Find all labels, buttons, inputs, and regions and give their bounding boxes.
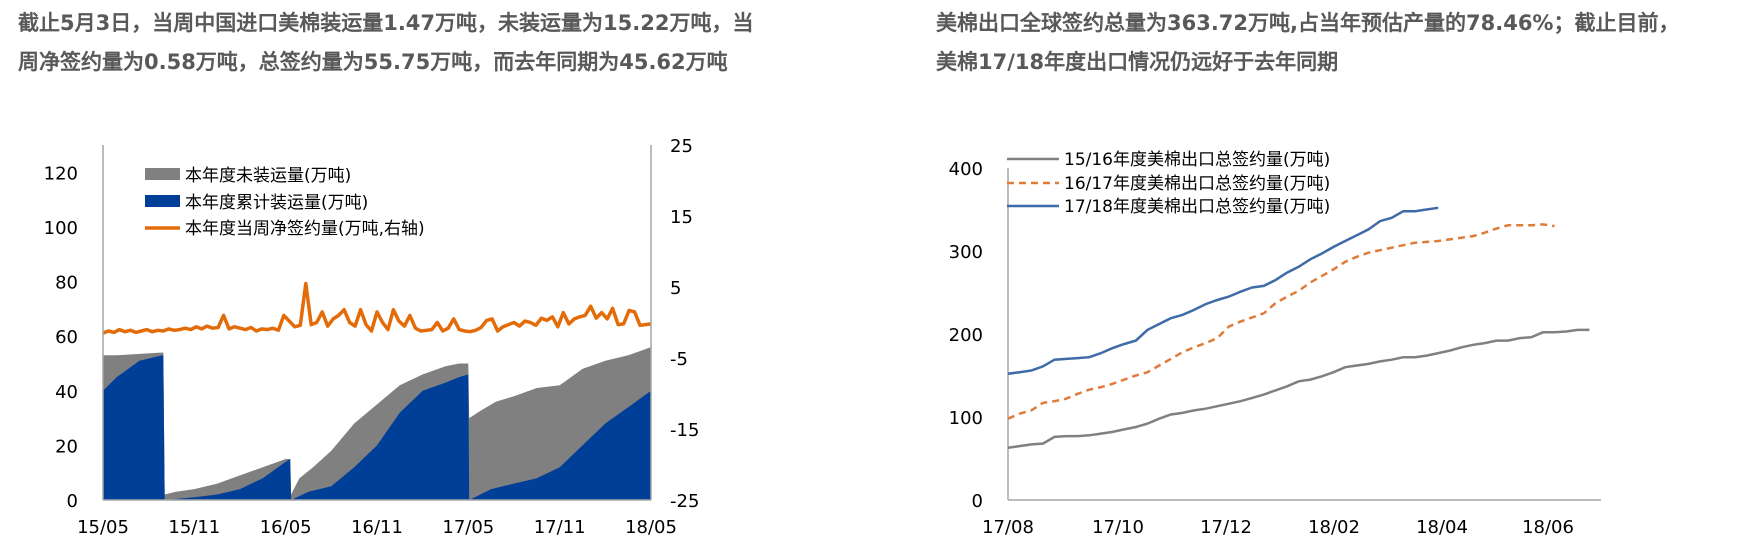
legend-label-net-sign: 本年度当周净签约量(万吨,右轴) — [185, 219, 425, 239]
left-y-tick-labels: 120 100 80 60 40 20 0 — [44, 163, 78, 512]
left-y-tick: 120 — [44, 163, 78, 184]
x-tick: 17/08 — [982, 517, 1034, 538]
y-tick: 100 — [949, 408, 983, 429]
series-1617-line — [1007, 223, 1555, 420]
legend-label-1718: 17/18年度美棉出口总签约量(万吨) — [1064, 197, 1330, 217]
legend-label-1617: 16/17年度美棉出口总签约量(万吨) — [1064, 174, 1330, 194]
x-tick: 17/12 — [1200, 517, 1252, 538]
right-y-tick: 15 — [670, 207, 693, 228]
unshipped-area — [103, 347, 651, 500]
left-headline-line2: 周净签约量为0.58万吨，总签约量为55.75万吨，而去年同期为45.62万吨 — [18, 50, 728, 74]
legend-label-unshipped: 本年度未装运量(万吨) — [185, 166, 351, 186]
y-tick: 0 — [972, 491, 983, 512]
legend-label-shipped: 本年度累计装运量(万吨) — [185, 193, 368, 213]
x-tick: 15/11 — [168, 517, 220, 538]
right-y-tick: -25 — [670, 491, 699, 512]
x-tick: 16/11 — [351, 517, 403, 538]
x-tick: 17/11 — [534, 517, 586, 538]
x-tick: 15/05 — [77, 517, 129, 538]
x-tick: 18/04 — [1416, 517, 1468, 538]
legend-swatch-unshipped — [145, 168, 180, 180]
x-tick: 18/05 — [625, 517, 677, 538]
x-tick: 18/02 — [1308, 517, 1360, 538]
right-y-tick: -5 — [670, 349, 688, 370]
right-y-tick: 5 — [670, 278, 681, 299]
legend-swatch-shipped — [145, 195, 180, 207]
x-tick-labels: 15/05 15/11 16/05 16/11 17/05 17/11 18/05 — [77, 517, 677, 538]
right-headline-line2: 美棉17/18年度出口情况仍远好于去年同期 — [936, 50, 1339, 74]
left-headline-line1: 截止5月3日，当周中国进口美棉装运量1.47万吨，未装运量为15.22万吨，当 — [18, 11, 754, 35]
left-y-tick: 100 — [44, 218, 78, 239]
right-headline: 美棉出口全球签约总量为363.72万吨,占当年预估产量的78.46%；截止目前，… — [936, 4, 1679, 82]
x-tick: 16/05 — [260, 517, 312, 538]
left-headline: 截止5月3日，当周中国进口美棉装运量1.47万吨，未装运量为15.22万吨，当 … — [18, 4, 753, 82]
series-1718-line — [1007, 206, 1439, 376]
right-headline-line1: 美棉出口全球签约总量为363.72万吨,占当年预估产量的78.46%；截止目前， — [936, 11, 1680, 35]
legend: 15/16年度美棉出口总签约量(万吨) 16/17年度美棉出口总签约量(万吨) … — [1007, 150, 1330, 217]
x-tick: 17/05 — [442, 517, 494, 538]
x-tick: 18/06 — [1522, 517, 1574, 538]
left-y-tick: 80 — [55, 273, 78, 294]
shipped-area — [103, 355, 651, 500]
left-y-tick: 40 — [55, 382, 78, 403]
x-tick: 17/10 — [1092, 517, 1144, 538]
y-tick-labels: 400 300 200 100 0 — [949, 159, 983, 512]
legend: 本年度未装运量(万吨) 本年度累计装运量(万吨) 本年度当周净签约量(万吨,右轴… — [145, 166, 425, 239]
left-y-tick: 0 — [67, 491, 78, 512]
left-y-tick: 60 — [55, 327, 78, 348]
y-tick: 400 — [949, 159, 983, 180]
right-y-tick-labels: 25 15 5 -5 -15 -25 — [670, 136, 699, 512]
legend-label-1516: 15/16年度美棉出口总签约量(万吨) — [1064, 150, 1330, 170]
left-y-tick: 20 — [55, 436, 78, 457]
y-tick: 200 — [949, 325, 983, 346]
x-tick-labels: 17/08 17/10 17/12 18/02 18/04 18/06 — [982, 517, 1574, 538]
right-y-tick: 25 — [670, 136, 693, 157]
shipment-chart: 120 100 80 60 40 20 0 25 15 5 -5 -15 -25 15/05 15/11… — [44, 136, 700, 538]
right-y-tick: -15 — [670, 420, 699, 441]
net-sign-line — [102, 281, 652, 335]
y-tick: 300 — [949, 242, 983, 263]
series-1516-line — [1007, 328, 1590, 449]
